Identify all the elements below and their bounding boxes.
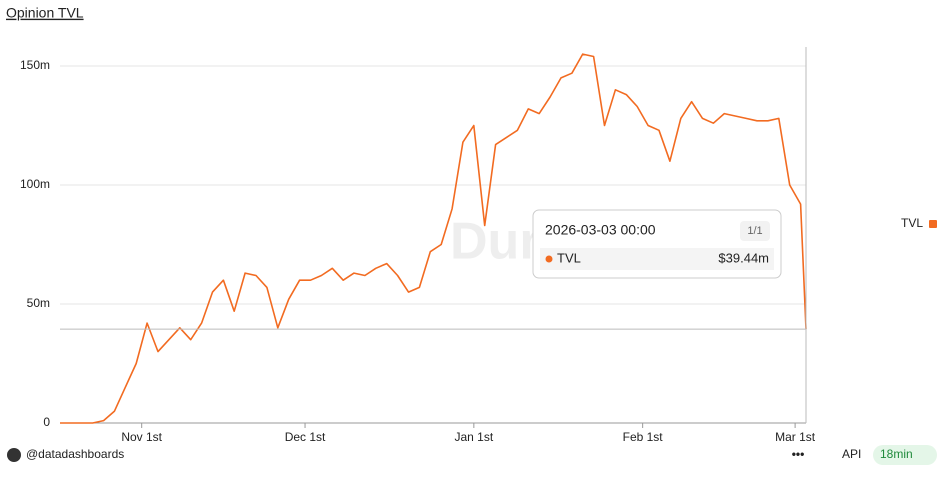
y-tick-label: 50m [27,296,50,310]
legend-label: TVL [901,216,923,230]
tooltip-value: $39.44m [718,250,769,265]
more-menu[interactable]: ••• [792,447,805,461]
x-tick-label: Nov 1st [121,430,162,444]
y-tick-label: 0 [43,415,50,429]
y-tick-label: 100m [20,177,50,191]
tooltip-row [540,248,774,270]
tooltip: 2026-03-03 00:00 1/1 TVL $39.44m [532,209,782,279]
tooltip-count-bg [740,221,770,241]
tooltip-count: 1/1 [747,225,762,237]
legend-swatch [929,220,937,228]
tooltip-series: TVL [557,250,581,265]
x-tick-label: Feb 1st [623,430,664,444]
footer-user[interactable]: @datadashboards [26,447,124,461]
chart-title[interactable]: Opinion TVL [6,5,84,21]
x-tick-label: Dec 1st [285,430,326,444]
tooltip-title: 2026-03-03 00:00 [545,222,656,238]
tooltip-dot [545,255,553,263]
x-tick-label: Mar 1st [775,430,816,444]
footer-api[interactable]: API [842,447,861,461]
footer: @datadashboards ••• API 18min [7,445,937,465]
avatar [7,448,21,462]
plot: 0 50m 100m 150m Nov 1st Dec 1st Jan 1st Feb 1st… [20,47,937,444]
footer-age: 18min [880,447,913,461]
age-badge [873,445,937,465]
y-tick-label: 150m [20,58,50,72]
line [60,53,807,424]
x-tick-label: Jan 1st [454,430,493,444]
